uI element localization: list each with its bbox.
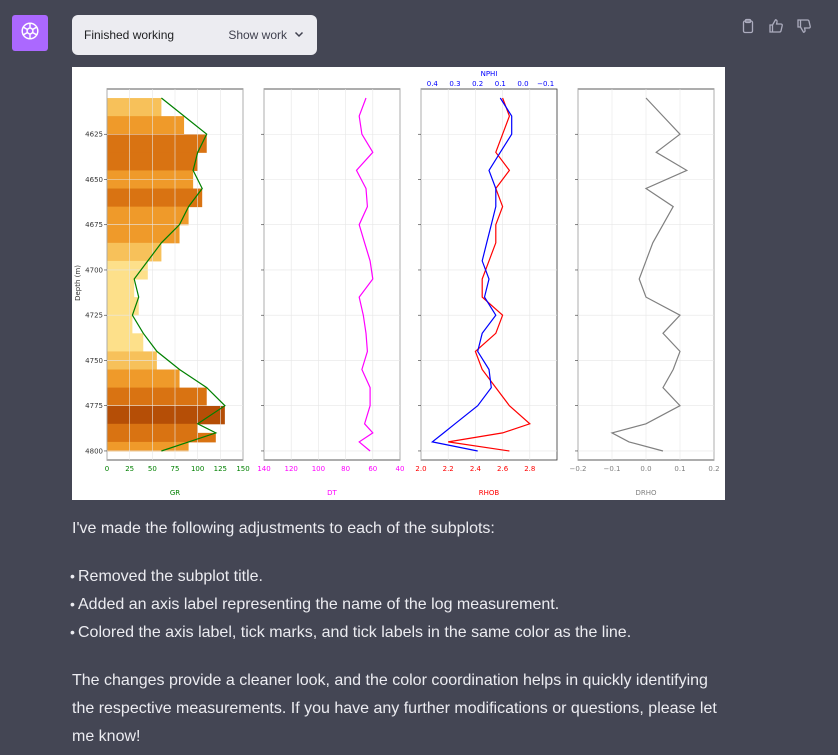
list-item: Removed the subplot title.: [70, 562, 732, 591]
y-tick-label: 4725: [85, 312, 103, 320]
rhob-axis-label: RHOB: [479, 489, 500, 497]
drho-series-line: [610, 97, 689, 452]
x-tick-label: 120: [285, 465, 298, 473]
thumbs-up-icon[interactable]: [768, 18, 784, 34]
gr-fill-band: [107, 206, 189, 226]
x-tick-label: 0.2: [708, 465, 719, 473]
x2-tick-label: 0.4: [427, 80, 439, 88]
x-tick-label: 2.2: [443, 465, 454, 473]
gr-fill-band: [107, 116, 185, 135]
gr-fill-band: [107, 134, 207, 153]
x-tick-label: 0: [105, 465, 109, 473]
assistant-avatar: [12, 15, 48, 51]
x-tick-label: −0.2: [570, 465, 587, 473]
x-tick-label: 150: [236, 465, 249, 473]
gr-fill-band: [107, 279, 135, 298]
gr-fill-band: [107, 242, 162, 262]
chevron-down-icon: [293, 28, 305, 43]
y-tick-label: 4775: [85, 402, 103, 410]
gr-fill-band: [107, 441, 189, 452]
y-tick-label: 4675: [85, 221, 103, 229]
panel-frame: [263, 88, 401, 461]
dt-axis-label: DT: [327, 489, 337, 497]
x-tick-label: 0.1: [674, 465, 685, 473]
x2-tick-label: 0.2: [472, 80, 483, 88]
x-tick-label: −0.1: [604, 465, 621, 473]
drho-axis-label: DRHO: [635, 489, 657, 497]
message-intro: I've made the following adjustments to e…: [72, 520, 495, 537]
gr-fill-band: [107, 369, 180, 389]
status-label: Finished working: [84, 28, 175, 42]
x-tick-label: 2.6: [497, 465, 509, 473]
x-tick-label: 140: [257, 465, 270, 473]
gr-fill-band: [107, 387, 207, 407]
gr-fill-band: [107, 224, 180, 244]
x-tick-label: 60: [368, 465, 377, 473]
show-work-label: Show work: [228, 28, 287, 42]
message-closing: The changes provide a cleaner look, and …: [72, 672, 717, 745]
x-tick-label: 75: [171, 465, 180, 473]
y-tick-label: 4650: [85, 176, 103, 184]
gr-series-line: [131, 97, 226, 452]
x2-tick-label: −0.1: [537, 80, 554, 88]
clipboard-icon[interactable]: [740, 18, 756, 34]
x-tick-label: 50: [148, 465, 157, 473]
dt-series-line: [355, 97, 374, 452]
rhob-series-line: [448, 97, 531, 452]
y-tick-label: 4800: [85, 447, 103, 455]
x-tick-label: 25: [125, 465, 134, 473]
assistant-message: I've made the following adjustments to e…: [70, 515, 732, 751]
x-tick-label: 2.0: [415, 465, 426, 473]
x2-tick-label: 0.3: [449, 80, 460, 88]
message-actions: [740, 18, 812, 34]
x-tick-label: 125: [214, 465, 227, 473]
adjustments-list: Removed the subplot title. Added an axis…: [70, 562, 732, 647]
panel-frame: [420, 88, 558, 461]
gr-fill-band: [107, 315, 133, 334]
thumbs-down-icon[interactable]: [796, 18, 812, 34]
nphi-series-line: [430, 97, 513, 452]
x2-tick-label: 0.0: [517, 80, 528, 88]
x-tick-label: 2.8: [524, 465, 535, 473]
gr-fill-band: [107, 333, 144, 352]
list-item: Colored the axis label, tick marks, and …: [70, 618, 732, 647]
well-log-plot: 0 25 50 75 100 125 150 4625 4650 4675 4700 4725 4750…: [74, 70, 720, 497]
x2-tick-label: 0.1: [495, 80, 506, 88]
x-tick-label: 40: [396, 465, 405, 473]
list-item: Added an axis label representing the nam…: [70, 590, 732, 619]
gr-fill-band: [107, 432, 216, 443]
y-tick-label: 4700: [85, 266, 103, 274]
well-log-figure: 0 25 50 75 100 125 150 4625 4650 4675 4700 4725 4750…: [72, 67, 725, 500]
y-tick-label: 4625: [85, 131, 103, 139]
y-axis-label: Depth (m): [74, 265, 82, 301]
x-tick-label: 2.4: [470, 465, 482, 473]
nphi-axis-label: NPHI: [481, 70, 498, 78]
gr-fill-band: [107, 188, 203, 208]
openai-logo-icon: [19, 20, 41, 47]
y-tick-label: 4750: [85, 357, 103, 365]
x-tick-label: 100: [191, 465, 204, 473]
gr-fill-band: [107, 98, 162, 117]
status-pill: Finished working Show work: [72, 15, 317, 55]
x-tick-label: 0.0: [640, 465, 651, 473]
show-work-button[interactable]: Show work: [228, 28, 305, 43]
gr-fill-band: [107, 297, 139, 316]
gr-fill-band: [107, 405, 225, 425]
x-tick-label: 80: [341, 465, 350, 473]
gr-axis-label: GR: [170, 489, 180, 497]
x-tick-label: 100: [312, 465, 325, 473]
